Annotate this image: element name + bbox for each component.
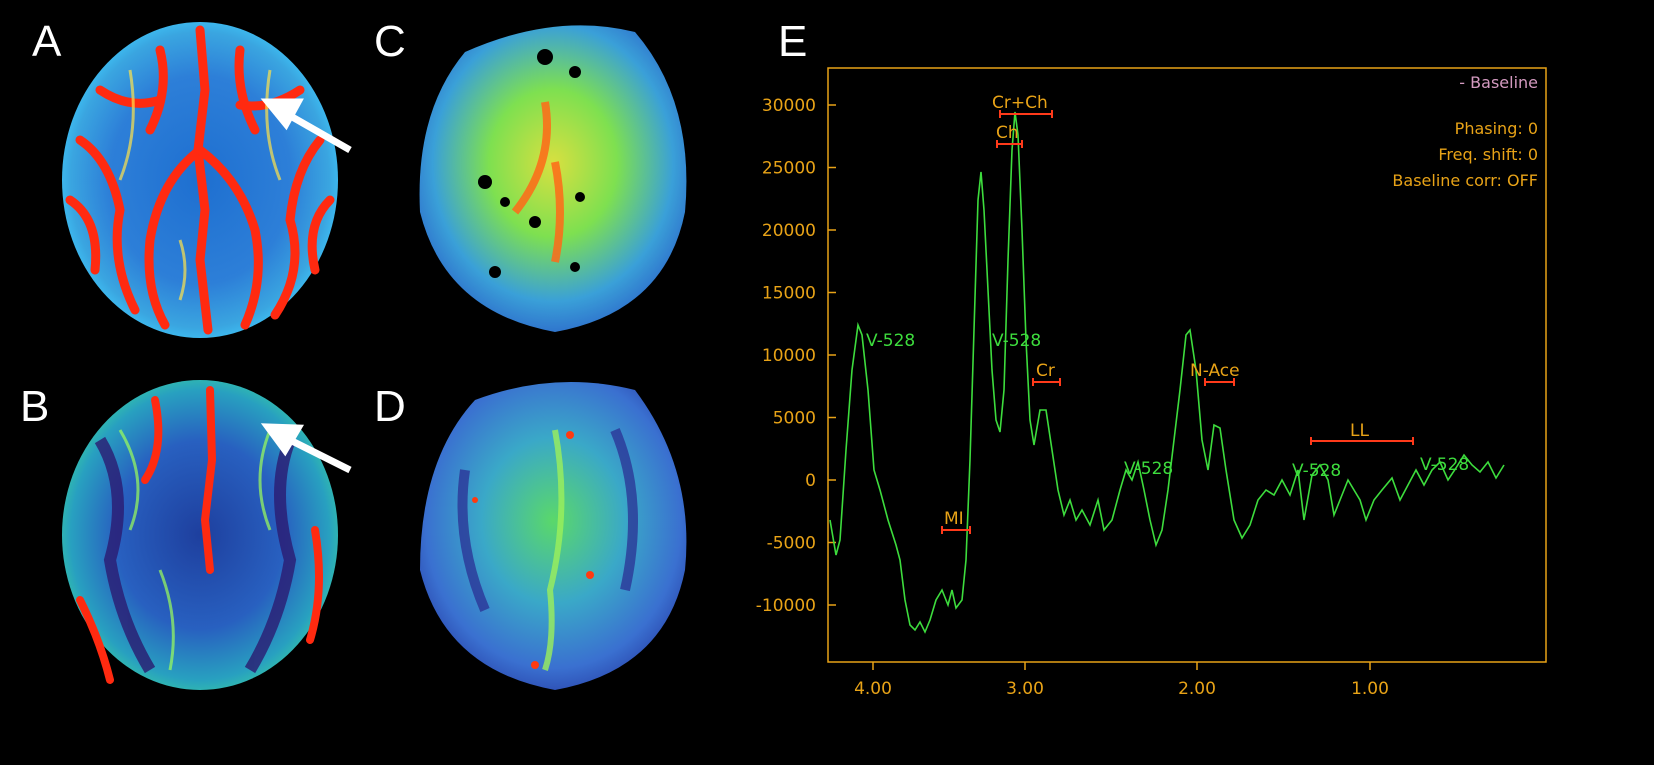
arrow-icon xyxy=(260,98,352,154)
x-tick-label: 4.00 xyxy=(854,679,892,699)
voxel-label: V-528 xyxy=(866,331,915,351)
y-tick-label: 25000 xyxy=(762,159,816,179)
y-tick-label: 15000 xyxy=(762,284,816,304)
x-tick-label: 1.00 xyxy=(1351,679,1389,699)
panel-label-e: E xyxy=(778,17,808,66)
perfusion-map-d xyxy=(420,382,687,690)
voxel-label: V-528 xyxy=(992,331,1041,351)
spectrum-trace xyxy=(829,111,1505,634)
panel-label-c: C xyxy=(374,17,406,66)
arrow-icon xyxy=(260,423,352,474)
y-tick-label: 30000 xyxy=(762,96,816,116)
peak-label-mi: MI xyxy=(944,509,964,529)
plot-frame xyxy=(827,67,1547,663)
panel-label-b: B xyxy=(20,382,50,431)
y-tick-label: -10000 xyxy=(756,596,816,616)
y-tick-label: 0 xyxy=(805,471,816,491)
info-freq-shift: Freq. shift: 0 xyxy=(1438,145,1538,164)
perfusion-map-a xyxy=(62,22,352,338)
voxel-label: V-528 xyxy=(1124,459,1173,479)
peak-label-crch: Cr+Ch xyxy=(992,93,1048,113)
y-tick-label: 20000 xyxy=(762,221,816,241)
perfusion-map-c xyxy=(419,25,687,332)
perfusion-map-b xyxy=(62,380,352,690)
voxel-label: V-528 xyxy=(1420,455,1469,475)
panel-label-d: D xyxy=(374,382,406,431)
legend-baseline: - Baseline xyxy=(1459,73,1538,92)
y-tick-label: 5000 xyxy=(773,409,816,429)
x-tick-label: 3.00 xyxy=(1006,679,1044,699)
peak-label-nace: N-Ace xyxy=(1190,361,1240,381)
y-tick-label: 10000 xyxy=(762,346,816,366)
info-phasing: Phasing: 0 xyxy=(1455,119,1538,138)
peak-label-ch: Ch xyxy=(996,123,1019,143)
peak-label-cr: Cr xyxy=(1036,361,1055,381)
x-tick-label: 2.00 xyxy=(1178,679,1216,699)
peak-label-ll: LL xyxy=(1350,421,1369,441)
info-baseline-corr: Baseline corr: OFF xyxy=(1392,171,1538,190)
voxel-label: V-528 xyxy=(1292,461,1341,481)
y-tick-label: -5000 xyxy=(767,534,816,554)
panel-label-a: A xyxy=(32,17,62,66)
